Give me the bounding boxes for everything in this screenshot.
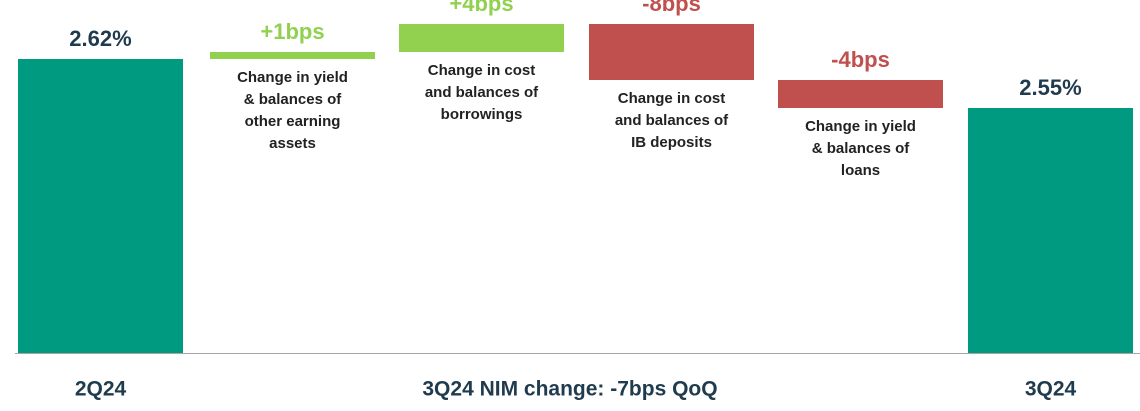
- bar: [399, 24, 564, 52]
- bar: [968, 108, 1133, 353]
- value-label: 2.55%: [1019, 75, 1081, 100]
- category-label: Change in cost and balances of IB deposi…: [614, 90, 729, 151]
- category-label: Change in cost and balances of borrowing…: [424, 62, 539, 123]
- value-label: -4bps: [831, 47, 890, 72]
- value-label: 2.62%: [69, 26, 131, 51]
- x-tick-label: 3Q24: [1025, 378, 1077, 401]
- annotation: 3Q24 NIM change: -7bps QoQ: [422, 378, 717, 401]
- value-label: +1bps: [260, 19, 324, 44]
- value-label: -8bps: [642, 0, 701, 16]
- bar: [778, 80, 943, 108]
- bar: [589, 24, 754, 80]
- bar: [18, 59, 183, 353]
- x-tick-label: 2Q24: [75, 378, 127, 401]
- value-label: +4bps: [449, 0, 513, 16]
- bar: [210, 52, 375, 59]
- category-label: Change in yield & balances of loans: [805, 118, 916, 179]
- category-label: Change in yield & balances of other earn…: [237, 69, 348, 152]
